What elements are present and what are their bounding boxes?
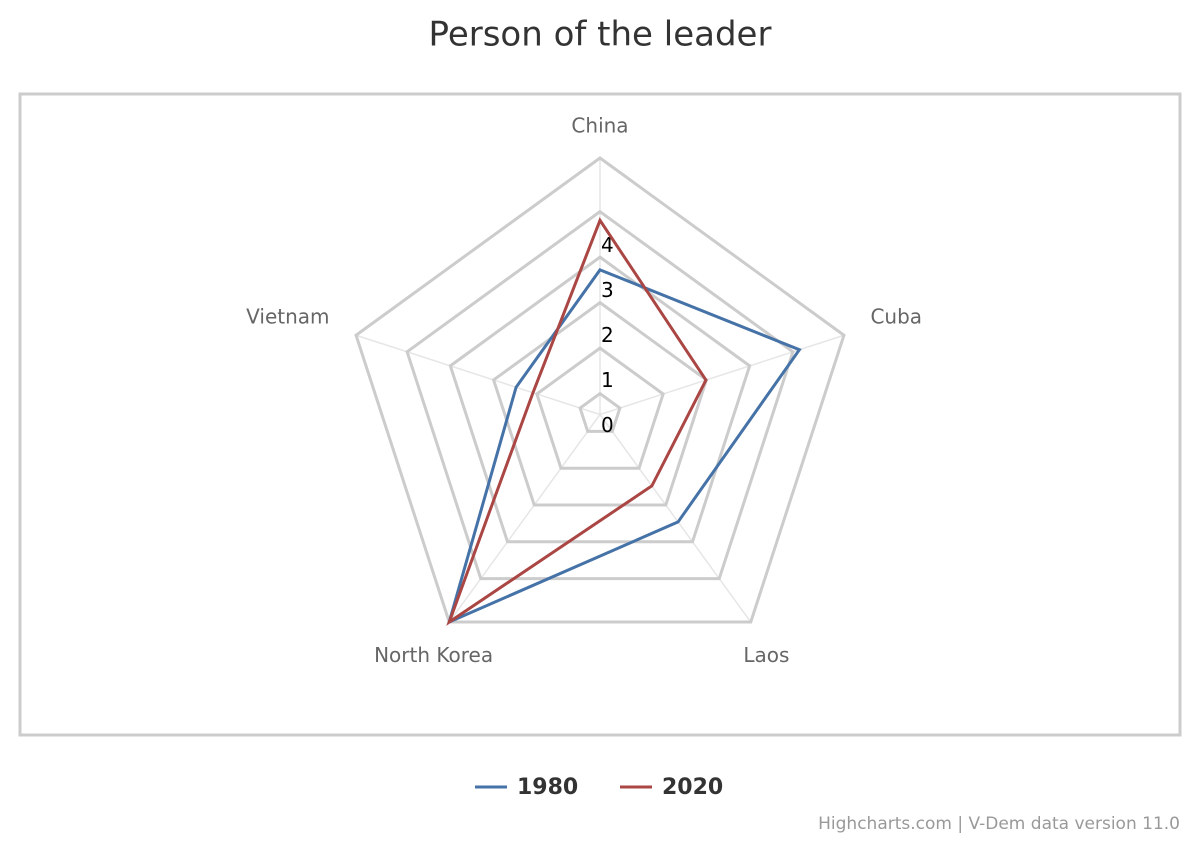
y-tick-label: 3: [601, 278, 614, 302]
spoke: [599, 334, 845, 416]
category-label: North Korea: [374, 643, 493, 667]
credits: Highcharts.com | V-Dem data version 11.0: [818, 814, 1180, 834]
plot-frame: [18, 92, 1182, 737]
chart-title: Person of the leader: [429, 15, 772, 55]
y-tick-label: 1: [601, 368, 614, 392]
grid-ring: [535, 346, 665, 470]
category-label: Laos: [743, 643, 789, 667]
series-line: [446, 268, 802, 625]
grid-ring: [578, 391, 622, 433]
spoke: [599, 414, 752, 623]
category-label: China: [571, 114, 628, 138]
spoke: [448, 414, 601, 623]
y-tick-label: 0: [601, 413, 614, 437]
grid-ring: [448, 255, 752, 544]
category-label: Cuba: [870, 304, 922, 328]
category-label: Vietnam: [246, 304, 329, 328]
outer-ring: [354, 156, 846, 624]
grid-ring: [491, 300, 709, 507]
legend-label: 2020: [662, 775, 723, 800]
legend-label: 1980: [517, 775, 578, 800]
y-tick-label: 2: [601, 323, 614, 347]
spoke: [355, 334, 601, 416]
y-tick-label: 4: [601, 233, 614, 257]
series-line: [446, 217, 708, 626]
grid-ring: [405, 209, 795, 581]
